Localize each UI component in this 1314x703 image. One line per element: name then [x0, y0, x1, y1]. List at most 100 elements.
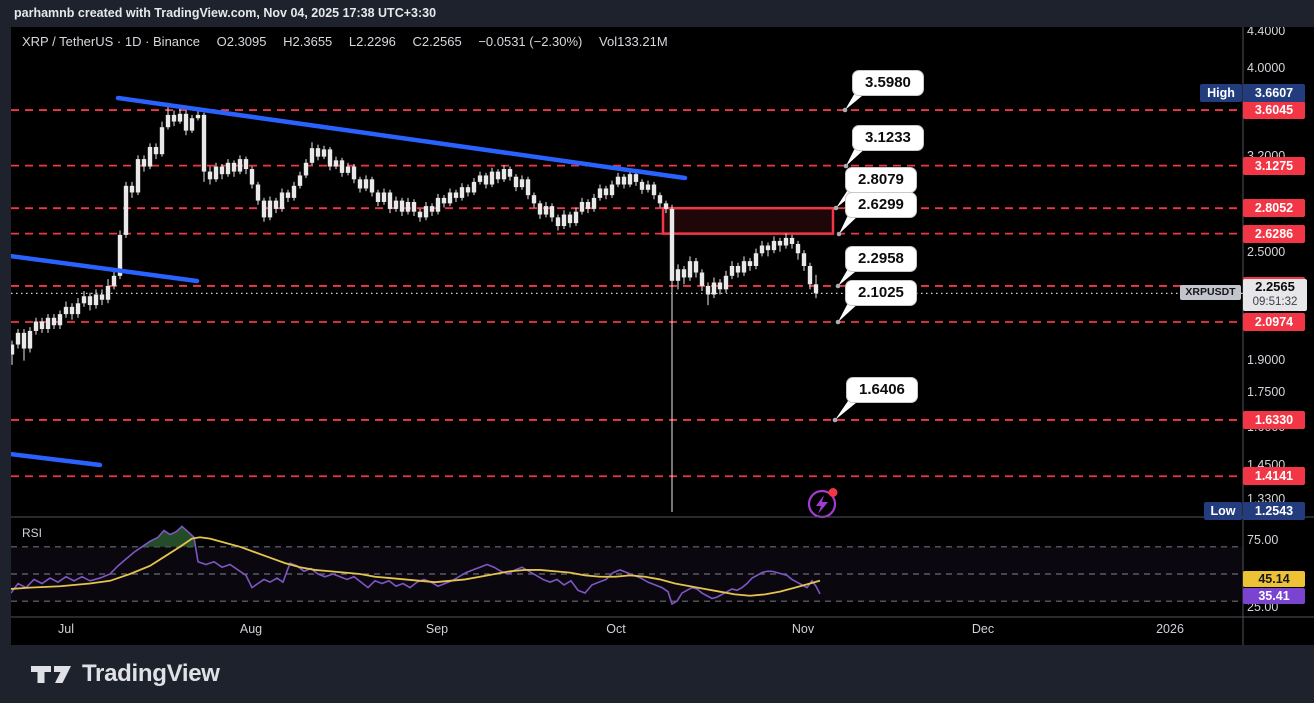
candle-body: [579, 201, 585, 212]
candle-body: [453, 192, 459, 198]
candle-body: [783, 237, 789, 246]
candle-body: [207, 171, 213, 180]
candle-body: [399, 200, 405, 212]
candle-body: [327, 149, 333, 167]
candle-body: [543, 206, 549, 215]
candle-body: [195, 114, 201, 119]
price-callout[interactable]: 2.2958: [845, 246, 917, 272]
candle-body: [267, 200, 273, 218]
candle-body: [561, 214, 567, 227]
trendline[interactable]: [11, 253, 200, 284]
candle-body: [21, 332, 27, 349]
rsi-ma-value-badge: 45.14: [1243, 571, 1305, 587]
symbol-tag: XRPUSDT: [1180, 285, 1241, 300]
candle-body: [519, 179, 525, 188]
candle-body: [141, 159, 147, 167]
trendline[interactable]: [115, 95, 688, 181]
flash-icon-bolt[interactable]: [816, 495, 828, 514]
candle-body: [447, 192, 453, 204]
price-change: −0.0531 (−2.30%): [478, 34, 583, 49]
candle-body: [477, 175, 483, 182]
ohlc-high: H2.3655: [283, 34, 333, 49]
candle-body: [171, 114, 177, 122]
candle-body: [279, 192, 285, 209]
time-axis-label[interactable]: Oct: [606, 622, 626, 636]
price-callout[interactable]: 3.1233: [852, 125, 924, 151]
candle-body: [285, 192, 291, 198]
candle-body: [45, 317, 51, 330]
high-marker-label: High: [1200, 84, 1242, 102]
candle-body: [291, 185, 297, 198]
candle-body: [219, 166, 225, 175]
candle-body: [513, 176, 519, 188]
candle-body: [723, 275, 729, 290]
time-axis-label[interactable]: Jul: [58, 622, 74, 636]
price-level-badge: 1.6330: [1243, 410, 1305, 429]
chart-canvas[interactable]: [11, 27, 1314, 645]
low-marker-label: Low: [1204, 502, 1242, 520]
candle-body: [813, 284, 819, 294]
candle-body: [531, 195, 537, 204]
price-callout[interactable]: 2.1025: [845, 280, 917, 306]
candle-body: [33, 321, 39, 331]
candle-body: [417, 211, 423, 218]
candle-body: [681, 269, 687, 278]
candle-body: [735, 265, 741, 273]
candle-body: [591, 197, 597, 209]
callout-tail: [846, 146, 868, 166]
price-callout[interactable]: 2.8079: [845, 167, 917, 193]
ohlc-open: O2.3095: [216, 34, 267, 49]
price-level-badge: 3.6045: [1243, 101, 1305, 120]
symbol-header[interactable]: XRP / TetherUS · 1D · Binance O2.3095 H2…: [22, 34, 681, 49]
candle-body: [165, 114, 171, 128]
candle-body: [363, 179, 369, 189]
candle-body: [765, 245, 771, 251]
candle-body: [153, 146, 159, 155]
candle-body: [183, 113, 189, 131]
flash-icon-notification-dot: [828, 488, 838, 497]
time-axis-label[interactable]: Nov: [791, 622, 815, 636]
price-callout[interactable]: 2.6299: [845, 192, 917, 218]
candle-body: [687, 261, 693, 278]
candle-body: [711, 282, 717, 295]
callout-tail: [835, 398, 862, 420]
candle-body: [315, 148, 321, 157]
time-axis-label[interactable]: Dec: [971, 622, 995, 636]
candle-body: [795, 243, 801, 254]
candle-body: [441, 197, 447, 204]
price-level-badge: 2.0974: [1243, 312, 1305, 331]
candle-body: [693, 261, 699, 273]
callout-anchor-dot: [835, 283, 841, 289]
price-callout[interactable]: 3.5980: [852, 70, 924, 96]
trendline[interactable]: [11, 451, 103, 468]
candle-body: [741, 261, 747, 273]
rsi-ma-line[interactable]: [11, 536, 821, 597]
symbol-title[interactable]: XRP / TetherUS · 1D · Binance: [22, 34, 200, 49]
candle-body: [699, 272, 705, 286]
callout-anchor-dot: [836, 231, 842, 237]
candle-body: [39, 321, 45, 330]
candle-body: [93, 294, 99, 306]
candle-body: [303, 162, 309, 176]
time-axis-label[interactable]: Aug: [239, 622, 263, 636]
rsi-indicator-label[interactable]: RSI: [22, 526, 43, 540]
time-axis-label[interactable]: 2026: [1156, 622, 1184, 636]
time-axis-label[interactable]: Sep: [425, 622, 449, 636]
candle-body: [87, 296, 93, 306]
chart-panel[interactable]: [11, 27, 1314, 645]
rsi-line[interactable]: [11, 525, 821, 606]
candle-body: [99, 294, 105, 300]
candle-body: [429, 206, 435, 212]
price-callout[interactable]: 1.6406: [846, 377, 918, 403]
supply-zone-box[interactable]: [661, 206, 835, 235]
candle-body: [771, 240, 777, 251]
candle-body: [639, 181, 645, 190]
candle-body: [669, 208, 675, 281]
last-price-box[interactable]: 2.2565 09:51:32: [1243, 279, 1307, 311]
candle-body: [663, 203, 669, 209]
candle-body: [633, 174, 639, 182]
ohlc-close: C2.2565: [412, 34, 462, 49]
callout-tail: [838, 301, 861, 322]
candle-body: [123, 185, 129, 235]
candle-body: [597, 188, 603, 198]
